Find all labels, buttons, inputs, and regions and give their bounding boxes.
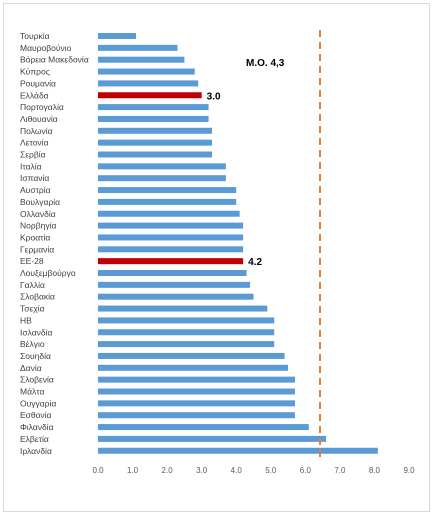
category-label: Σερβία	[20, 150, 46, 160]
category-label: Βουλγαρία	[20, 197, 60, 207]
bar-20	[98, 258, 244, 265]
category-labels: Τουρκία Μαυροβούνιο Βόρεια Μακεδονία Κύπρος…	[20, 31, 89, 456]
bar-27	[98, 341, 275, 348]
bar-1	[98, 33, 137, 39]
category-label: Νορβηγία	[20, 221, 56, 231]
bar-33	[98, 412, 295, 419]
bar-11	[98, 151, 213, 158]
x-tick-label: 5.0	[265, 466, 277, 475]
bar-6	[98, 92, 202, 99]
category-label: Σουηδία	[20, 351, 51, 361]
category-label: Βόρεια Μακεδονία	[20, 55, 89, 65]
category-label: Ιρλανδία	[20, 446, 52, 456]
x-tick-label: 8.0	[369, 466, 381, 475]
bar-22	[98, 281, 251, 288]
category-label: Ολλανδία	[20, 209, 56, 219]
category-label: Δανία	[20, 363, 42, 373]
bar-19	[98, 246, 244, 253]
category-label: Λουξεμβούργο	[20, 268, 76, 278]
data-label: 4.2	[248, 257, 262, 268]
category-label: Αυστρία	[20, 185, 51, 195]
x-tick-labels: 0.0 1.0 2.0 3.0 4.0 5.0 6.0 7.0 8.0 9.0	[92, 466, 415, 475]
category-label: Τουρκία	[20, 31, 50, 41]
data-label: 3.0	[207, 91, 221, 102]
bar-9	[98, 127, 213, 134]
average-label: Μ.Ο. 4,3	[246, 58, 285, 69]
bar-3	[98, 56, 185, 63]
bar-29	[98, 364, 289, 371]
category-label: Μάλτα	[20, 387, 44, 397]
x-tick-label: 7.0	[334, 466, 346, 475]
bar-21	[98, 270, 247, 276]
bar-8	[98, 115, 209, 122]
bar-10	[98, 139, 213, 146]
bar-4	[98, 68, 195, 75]
category-label: Ρουμανία	[20, 78, 56, 88]
category-label: Ελβετία	[20, 434, 49, 444]
x-tick-label: 9.0	[403, 466, 415, 475]
bar-18	[98, 234, 244, 241]
category-label: Βέλγιο	[20, 339, 45, 349]
category-label: Φιλανδία	[20, 422, 54, 432]
category-label: Σλοβενία	[20, 375, 54, 385]
bar-14	[98, 187, 237, 194]
bar-17	[98, 222, 244, 229]
bar-36	[98, 447, 378, 454]
bar-28	[98, 352, 285, 359]
category-label: ΕΕ-28	[20, 256, 44, 266]
category-label: Πολωνία	[20, 126, 53, 136]
category-label: Τσεχία	[20, 304, 45, 314]
bar-13	[98, 175, 226, 182]
bar-2	[98, 44, 178, 51]
category-label: Ισπανία	[20, 173, 49, 183]
bar-12	[98, 163, 226, 170]
x-tick-label: 3.0	[196, 466, 208, 475]
bar-15	[98, 198, 237, 205]
category-label: Κροατία	[20, 232, 50, 242]
bar-34	[98, 424, 309, 431]
category-label: Γαλλία	[20, 280, 45, 290]
category-label: Ιταλία	[20, 161, 42, 171]
category-label: Ελλάδα	[20, 90, 49, 100]
data-labels: 3.0 4.2	[207, 91, 263, 268]
bar-26	[98, 329, 275, 336]
category-label: Λιθουανία	[20, 114, 58, 124]
x-tick-label: 6.0	[300, 466, 312, 475]
x-tick-label: 2.0	[162, 466, 174, 475]
bar-25	[98, 317, 275, 324]
x-tick-label: 0.0	[92, 466, 104, 475]
bar-31	[98, 388, 295, 395]
category-label: Ισλανδία	[20, 327, 53, 337]
bar-7	[98, 104, 209, 111]
bar-32	[98, 400, 295, 407]
category-label: Σλοβακία	[20, 292, 55, 302]
category-label: Εσθονία	[20, 410, 52, 420]
bar-24	[98, 305, 268, 312]
category-label: Κύπρος	[20, 67, 50, 77]
bar-16	[98, 210, 240, 217]
bar-5	[98, 80, 199, 87]
bar-35	[98, 435, 327, 442]
category-label: ΗΒ	[20, 315, 32, 325]
category-label: Γερμανία	[20, 244, 54, 254]
bars-group	[98, 33, 378, 454]
category-label: Λετονία	[20, 138, 49, 148]
category-label: Πορτογαλία	[20, 102, 64, 112]
x-tick-label: 1.0	[127, 466, 139, 475]
category-label: Μαυροβούνιο	[20, 43, 72, 53]
x-tick-label: 4.0	[231, 466, 243, 475]
bar-30	[98, 376, 295, 383]
bar-23	[98, 293, 254, 300]
category-label: Ουγγαρία	[20, 398, 56, 408]
